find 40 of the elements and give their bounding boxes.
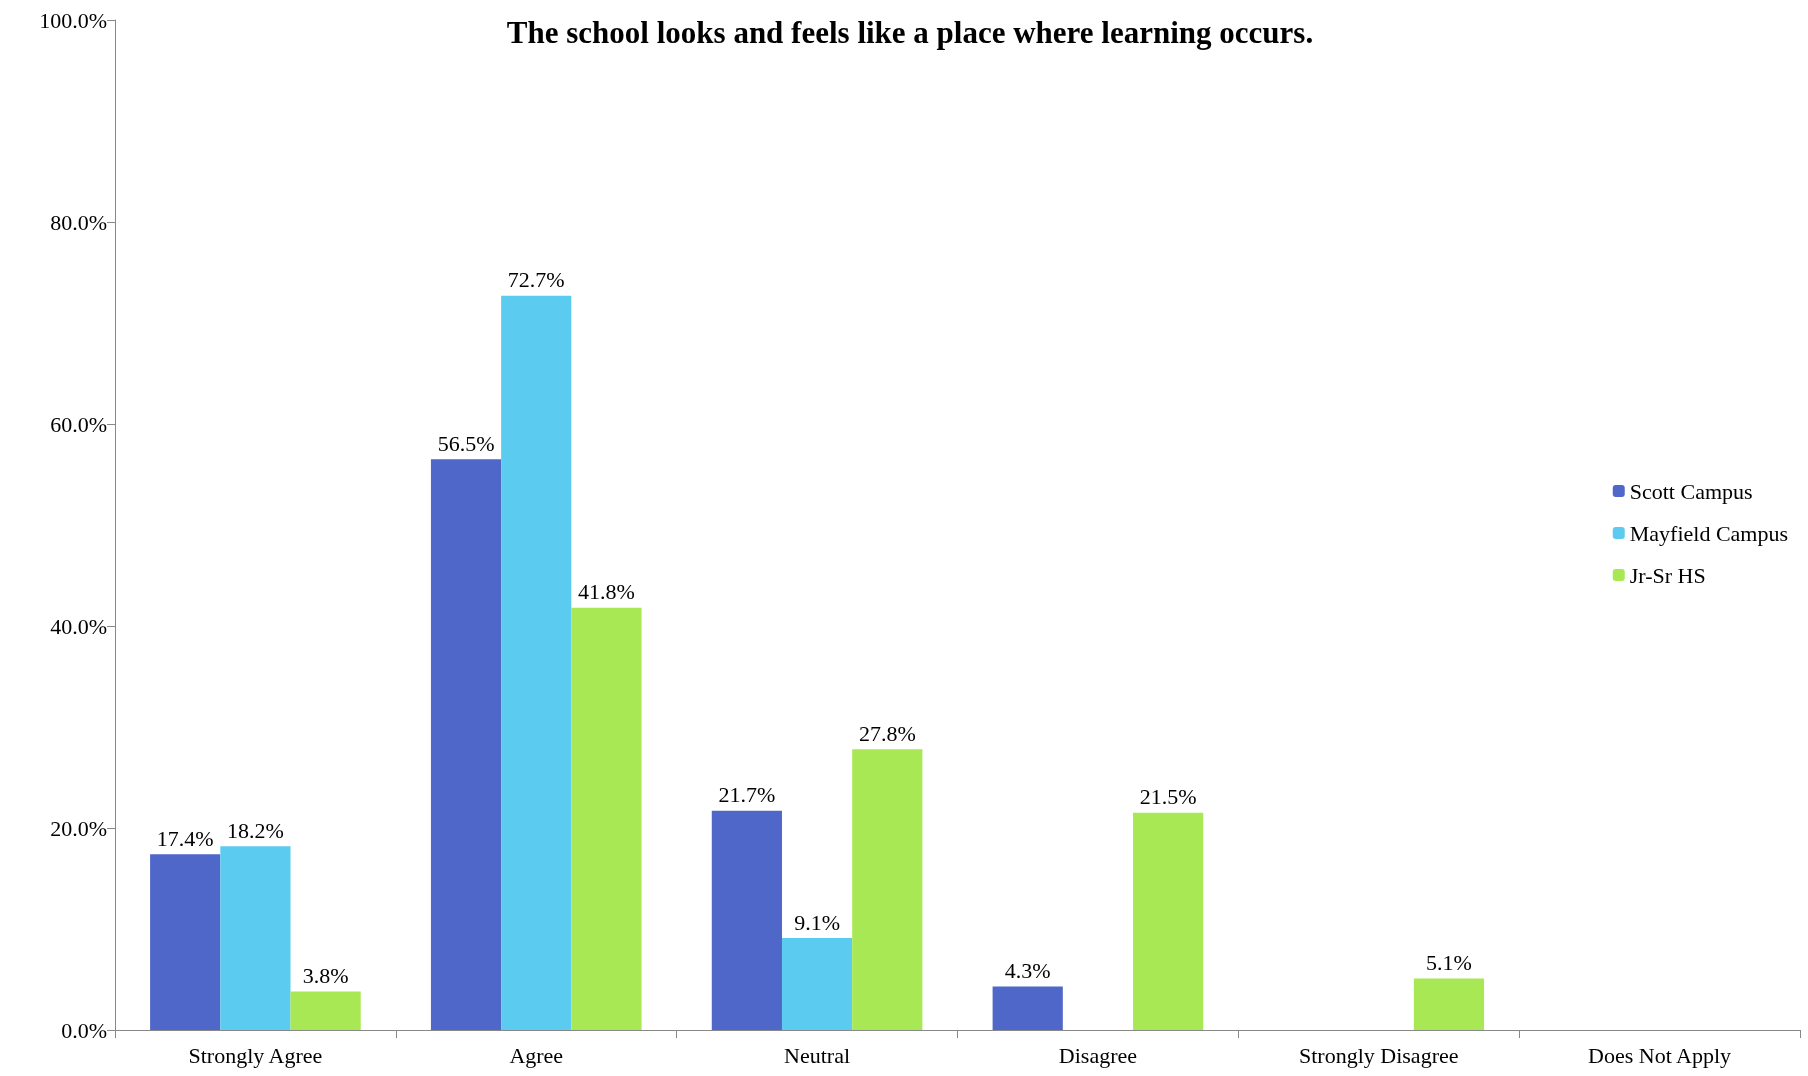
bar <box>1413 978 1485 1030</box>
x-tick-label: Strongly Agree <box>188 1042 323 1068</box>
legend-label: Mayfield Campus <box>1629 520 1789 546</box>
y-tick-label: 80.0% <box>50 209 107 235</box>
y-tick-label: 20.0% <box>50 815 107 841</box>
legend-label: Scott Campus <box>1629 478 1753 504</box>
data-label: 3.8% <box>302 963 349 989</box>
bar <box>711 810 782 1030</box>
y-tick-label: 60.0% <box>50 411 107 437</box>
data-label: 41.8% <box>578 579 635 605</box>
bar <box>290 991 361 1030</box>
y-tick-label: 40.0% <box>50 613 107 639</box>
bar <box>852 749 923 1030</box>
data-label: 27.8% <box>858 720 916 746</box>
x-tick-label: Neutral <box>784 1042 851 1068</box>
bar <box>220 846 291 1030</box>
y-tick-label: 0.0% <box>61 1017 107 1043</box>
bar <box>992 986 1063 1030</box>
data-label: 17.4% <box>156 825 214 851</box>
bar <box>1133 812 1204 1030</box>
data-label: 72.7% <box>507 267 565 293</box>
data-label: 18.2% <box>227 817 284 843</box>
bar <box>501 295 572 1030</box>
x-tick-label: Disagree <box>1058 1042 1138 1068</box>
x-tick-label: Does Not Apply <box>1588 1042 1732 1068</box>
y-tick-label: 100.0% <box>39 7 107 33</box>
data-label: 56.5% <box>437 430 495 456</box>
x-tick-label: Agree <box>509 1042 564 1068</box>
bar <box>430 459 502 1030</box>
legend-label: Jr-Sr HS <box>1629 562 1706 588</box>
data-label: 4.3% <box>1004 958 1051 984</box>
bar <box>571 607 642 1030</box>
data-label: 5.1% <box>1426 949 1472 975</box>
bar <box>781 938 853 1030</box>
bar <box>150 854 221 1030</box>
data-label: 9.1% <box>794 909 840 935</box>
chart-title: The school looks and feels like a place where learning occurs. <box>506 15 1314 50</box>
x-tick-label: Strongly Disagree <box>1299 1042 1459 1068</box>
data-label: 21.7% <box>718 782 776 808</box>
data-label: 21.5% <box>1139 784 1197 810</box>
